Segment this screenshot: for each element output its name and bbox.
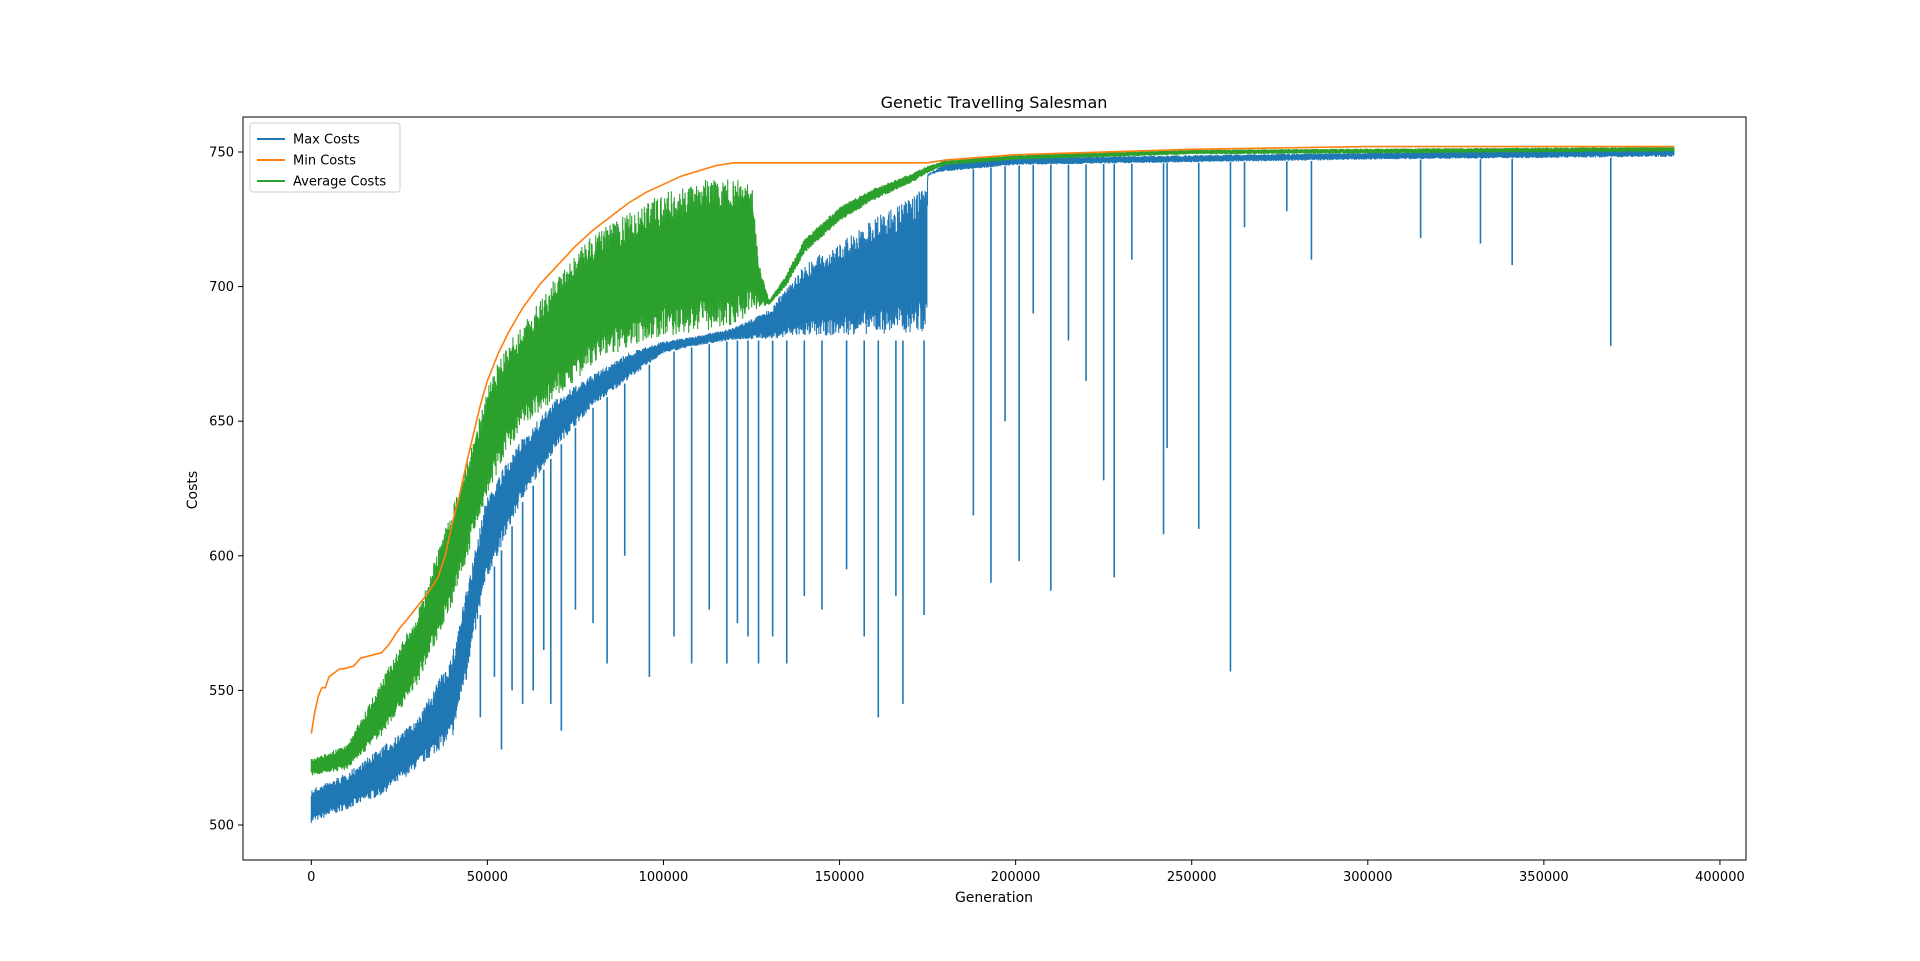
min-costs-line	[310, 145, 1675, 734]
legend-label-min-costs: Min Costs	[293, 154, 356, 169]
x-tick-label: 0	[307, 870, 315, 885]
y-tick-label: 600	[209, 549, 234, 564]
plot-frame	[242, 116, 1747, 861]
legend-label-average-costs: Average Costs	[293, 175, 386, 190]
x-tick-label: 400000	[1695, 870, 1745, 885]
x-tick-label: 200000	[991, 870, 1041, 885]
x-tick-label: 300000	[1343, 870, 1393, 885]
y-tick-label: 550	[209, 684, 234, 699]
x-tick-label: 350000	[1519, 870, 1569, 885]
y-tick-label: 700	[209, 280, 234, 295]
x-tick-label: 50000	[467, 870, 508, 885]
y-axis-label: Costs	[185, 471, 201, 509]
average-costs-band	[310, 146, 1675, 776]
legend-label-max-costs: Max Costs	[293, 133, 360, 148]
x-axis: 0 50000 100000 150000 200000 250000 300000 3500…	[307, 860, 1745, 885]
series-group	[310, 145, 1675, 824]
y-tick-label: 500	[209, 819, 234, 834]
y-tick-label: 650	[209, 415, 234, 430]
legend-box	[249, 122, 401, 193]
max-costs-band	[310, 147, 1675, 824]
x-tick-label: 250000	[1167, 870, 1217, 885]
x-tick-label: 100000	[639, 870, 689, 885]
chart-title: Genetic Travelling Salesman	[881, 93, 1108, 112]
x-axis-label: Generation	[955, 890, 1033, 906]
y-axis: 500 550 600 650 700 750	[209, 145, 243, 834]
legend: Max Costs Min Costs Average Costs	[249, 122, 401, 193]
y-tick-label: 750	[209, 145, 234, 160]
x-tick-label: 150000	[815, 870, 865, 885]
